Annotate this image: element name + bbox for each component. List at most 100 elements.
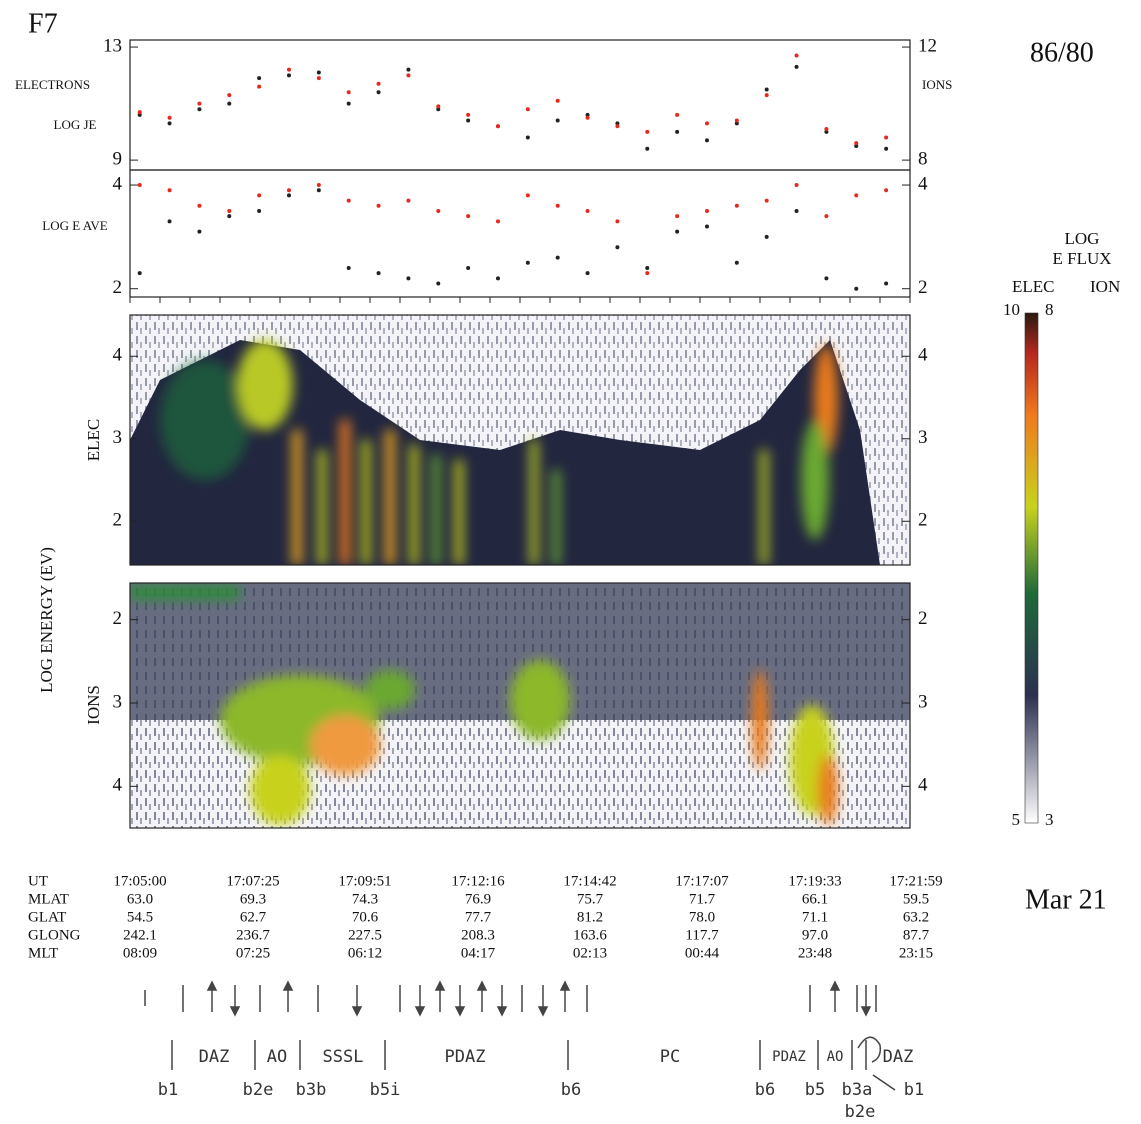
y-tick-label: 3 <box>918 691 928 712</box>
y-axis-label: LOG JE <box>54 117 97 132</box>
y-tick-label: 4 <box>113 775 123 796</box>
ephemeris-value: 17:14:42 <box>563 873 616 889</box>
ephemeris-value: 63.2 <box>903 909 929 925</box>
y-tick-label: 4 <box>113 173 123 194</box>
colorbar-title: E FLUX <box>1052 249 1111 268</box>
colorbar-title: LOG <box>1065 229 1100 248</box>
ephemeris-value: 23:48 <box>798 945 832 961</box>
data-point <box>585 115 590 120</box>
y-tick-label: 3 <box>113 427 123 448</box>
data-point <box>495 276 500 281</box>
data-point <box>794 183 799 188</box>
y-tick-label: 2 <box>918 608 928 629</box>
data-point <box>704 138 709 143</box>
data-point <box>227 208 232 213</box>
data-point <box>167 219 172 224</box>
y-tick-label: 2 <box>113 510 123 531</box>
data-point <box>615 245 620 250</box>
ephemeris-value: 227.5 <box>348 927 382 943</box>
data-point <box>675 229 680 234</box>
boundary-label: b1 <box>158 1080 178 1100</box>
legend-entry: IONS <box>922 77 952 92</box>
data-point <box>286 73 291 78</box>
boundary-label: b2e <box>243 1080 274 1100</box>
data-point <box>675 129 680 134</box>
ephemeris-value: 87.7 <box>903 927 930 943</box>
ephemeris-value: 242.1 <box>123 927 157 943</box>
data-point <box>406 67 411 72</box>
y-tick-label: 4 <box>918 345 928 366</box>
colorbar-tick: 10 <box>1003 300 1020 319</box>
data-point <box>495 219 500 224</box>
data-point <box>257 76 262 81</box>
ephemeris-value: 236.7 <box>236 927 270 943</box>
data-point <box>794 208 799 213</box>
boundary-label: b6 <box>561 1080 581 1100</box>
plot-frame <box>129 582 911 829</box>
data-point <box>137 110 142 115</box>
boundary-label: b2e <box>845 1102 876 1122</box>
ephemeris-value: 77.7 <box>465 909 492 925</box>
data-point <box>436 281 441 286</box>
ephemeris-value: 163.6 <box>573 927 607 943</box>
satellite: F7 <box>28 8 58 39</box>
data-point <box>555 98 560 103</box>
data-point <box>585 208 590 213</box>
ephemeris-label: GLONG <box>28 927 81 943</box>
data-point <box>585 112 590 117</box>
y-tick-label: 9 <box>113 148 123 169</box>
data-point <box>466 265 471 270</box>
data-point <box>346 198 351 203</box>
colorbar-label: ELEC <box>1012 277 1055 296</box>
ephemeris-value: 71.7 <box>689 891 716 907</box>
region-label: AO <box>827 1049 844 1065</box>
data-point <box>406 276 411 281</box>
data-point <box>376 90 381 95</box>
data-point <box>645 129 650 134</box>
ephemeris-value: 97.0 <box>802 927 828 943</box>
ephemeris-value: 62.7 <box>240 909 267 925</box>
boundary-label: b3a <box>842 1080 873 1100</box>
region-label: AO <box>267 1047 287 1067</box>
data-point <box>286 193 291 198</box>
ephemeris-value: 17:05:00 <box>113 873 166 889</box>
ephemeris-value: 74.3 <box>352 891 378 907</box>
legend-entry: ELECTRONS <box>15 77 90 92</box>
data-point <box>794 64 799 69</box>
y-tick-label: 3 <box>113 691 123 712</box>
data-point <box>436 107 441 112</box>
data-point <box>346 265 351 270</box>
ephemeris-value: 66.1 <box>802 891 828 907</box>
region-label: DAZ <box>199 1047 230 1067</box>
data-point <box>764 198 769 203</box>
ephemeris-value: 71.1 <box>802 909 828 925</box>
data-point <box>734 203 739 208</box>
data-point <box>555 203 560 208</box>
data-point <box>734 121 739 126</box>
colorbar-tick: 3 <box>1045 810 1054 829</box>
data-point <box>734 260 739 265</box>
ephemeris-value: 17:21:59 <box>889 873 942 889</box>
boundary-label: b1 <box>904 1080 924 1100</box>
ephemeris-value: 17:07:25 <box>226 873 279 889</box>
plot-frame <box>129 169 911 298</box>
y-axis-label: ELEC <box>84 419 103 462</box>
data-point <box>197 107 202 112</box>
y-tick-label: 13 <box>103 35 122 56</box>
ephemeris-value: 00:44 <box>685 945 720 961</box>
energy-label: LOG ENERGY (EV) <box>37 547 56 693</box>
data-point <box>704 208 709 213</box>
plot-frame <box>129 39 911 171</box>
data-point <box>525 107 530 112</box>
ephemeris-value: 69.3 <box>240 891 266 907</box>
data-point <box>466 214 471 219</box>
data-point <box>525 260 530 265</box>
region-label: PC <box>660 1047 680 1067</box>
ephemeris-label: MLT <box>28 945 58 961</box>
ephemeris-value: 08:09 <box>123 945 157 961</box>
region-label: PDAZ <box>445 1047 486 1067</box>
data-point <box>257 193 262 198</box>
data-point <box>167 115 172 120</box>
data-point <box>525 193 530 198</box>
data-point <box>227 101 232 106</box>
